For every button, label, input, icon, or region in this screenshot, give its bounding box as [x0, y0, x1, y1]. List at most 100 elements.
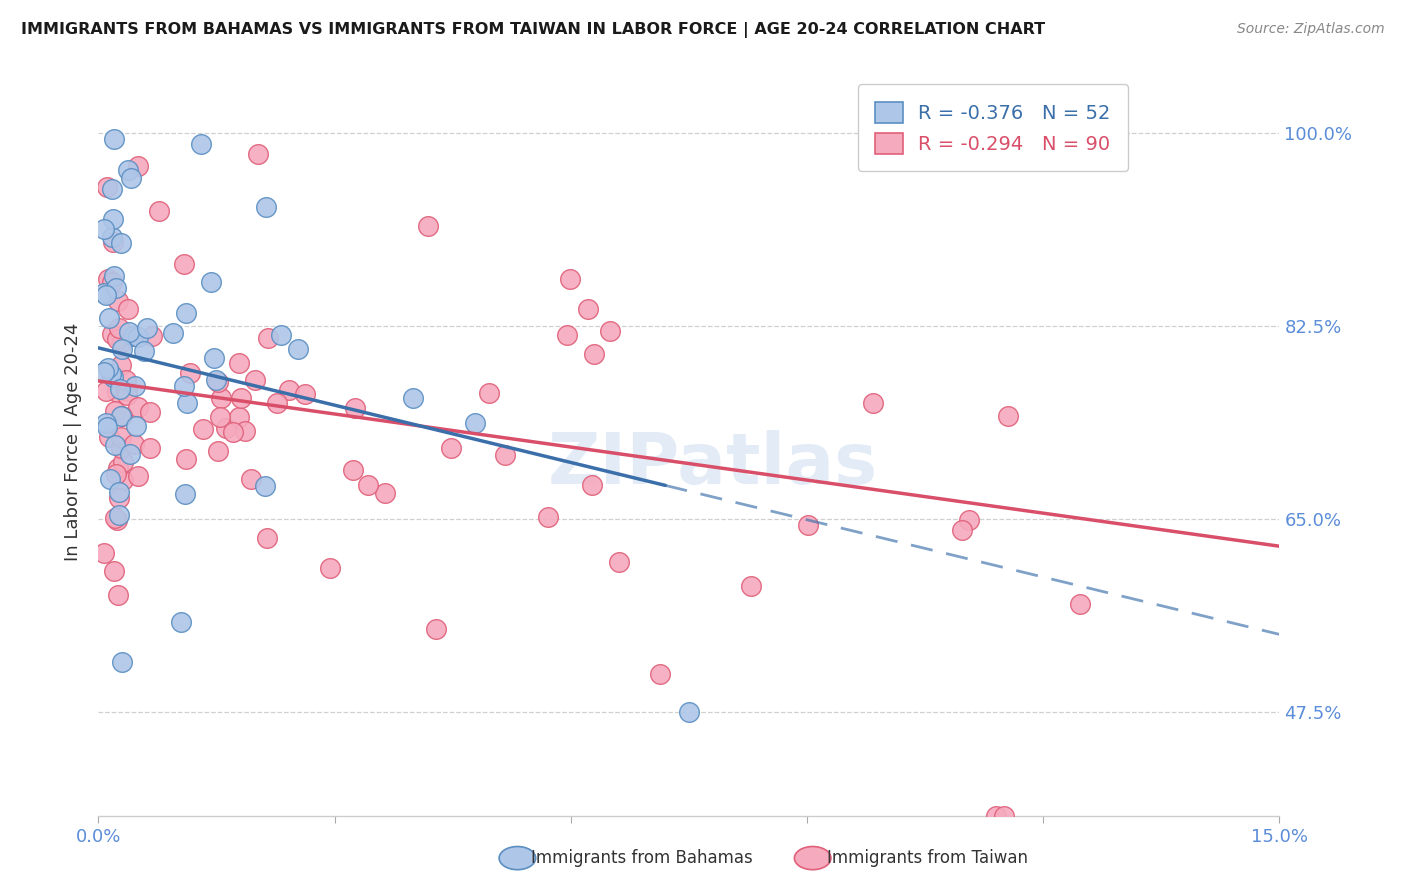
Point	[440, 442, 463, 456]
Point	[93, 546, 115, 560]
Point	[127, 329, 149, 343]
Point	[233, 424, 256, 438]
Point	[93, 365, 115, 379]
Point	[96, 384, 118, 399]
Point	[607, 555, 630, 569]
Point	[104, 438, 127, 452]
Point	[257, 331, 280, 345]
Point	[96, 180, 118, 194]
Point	[207, 444, 229, 458]
Point	[127, 469, 149, 483]
Point	[957, 513, 980, 527]
Point	[104, 511, 127, 525]
Point	[209, 392, 232, 406]
Point	[107, 321, 129, 335]
Point	[110, 235, 132, 250]
Point	[256, 531, 278, 545]
Point	[115, 373, 138, 387]
Point	[176, 451, 198, 466]
Point	[136, 321, 159, 335]
Point	[122, 437, 145, 451]
Point	[344, 401, 367, 415]
Point	[202, 351, 225, 365]
Point	[862, 396, 884, 410]
Point	[740, 578, 762, 592]
Point	[107, 589, 129, 603]
Point	[997, 409, 1019, 423]
Point	[277, 383, 299, 397]
Point	[950, 524, 973, 538]
Point	[107, 461, 129, 475]
Point	[205, 373, 228, 387]
Point	[96, 420, 118, 434]
Point	[209, 410, 232, 425]
Point	[117, 162, 139, 177]
Point	[97, 271, 120, 285]
Point	[110, 383, 132, 397]
Point	[141, 329, 163, 343]
Point	[240, 472, 263, 486]
Point	[797, 518, 820, 533]
Point	[118, 325, 141, 339]
Point	[103, 269, 125, 284]
Point	[599, 324, 621, 338]
Point	[110, 441, 132, 455]
Point	[111, 342, 134, 356]
Point	[110, 358, 132, 372]
Point	[117, 302, 139, 317]
Point	[118, 447, 141, 461]
Point	[101, 275, 124, 289]
Point	[124, 378, 146, 392]
Point	[103, 564, 125, 578]
Point	[127, 159, 149, 173]
Point	[294, 386, 316, 401]
Point	[103, 131, 125, 145]
Point	[115, 384, 138, 398]
Point	[105, 333, 128, 347]
Point	[228, 410, 250, 425]
Text: ZIPatlas: ZIPatlas	[547, 430, 877, 499]
Point	[111, 473, 134, 487]
Point	[228, 356, 250, 370]
Point	[207, 376, 229, 390]
Point	[134, 344, 156, 359]
Point	[678, 705, 700, 719]
Point	[127, 401, 149, 415]
Point	[357, 478, 380, 492]
Point	[179, 366, 201, 380]
Point	[97, 430, 120, 444]
Point	[402, 391, 425, 405]
Y-axis label: In Labor Force | Age 20-24: In Labor Force | Age 20-24	[63, 322, 82, 561]
Point	[287, 342, 309, 356]
Point	[319, 561, 342, 575]
Point	[104, 281, 127, 295]
Point	[104, 404, 127, 418]
Point	[254, 200, 277, 214]
Point	[254, 478, 277, 492]
Point	[101, 327, 124, 342]
Point	[266, 395, 288, 409]
Point	[582, 347, 605, 361]
Point	[98, 311, 121, 326]
Point	[100, 182, 122, 196]
Point	[101, 235, 124, 249]
Point	[98, 472, 121, 486]
Point	[173, 379, 195, 393]
Point	[342, 463, 364, 477]
Point	[416, 219, 439, 233]
Point	[101, 230, 124, 244]
Point	[121, 329, 143, 343]
Point	[555, 328, 578, 343]
Point	[108, 484, 131, 499]
Point	[558, 272, 581, 286]
Point	[494, 448, 516, 462]
Point	[993, 809, 1015, 823]
Point	[139, 441, 162, 455]
Point	[173, 257, 195, 271]
Point	[105, 513, 128, 527]
Point	[125, 418, 148, 433]
Point	[103, 370, 125, 384]
Point	[93, 285, 115, 300]
Point	[108, 491, 131, 505]
Point	[174, 306, 197, 320]
